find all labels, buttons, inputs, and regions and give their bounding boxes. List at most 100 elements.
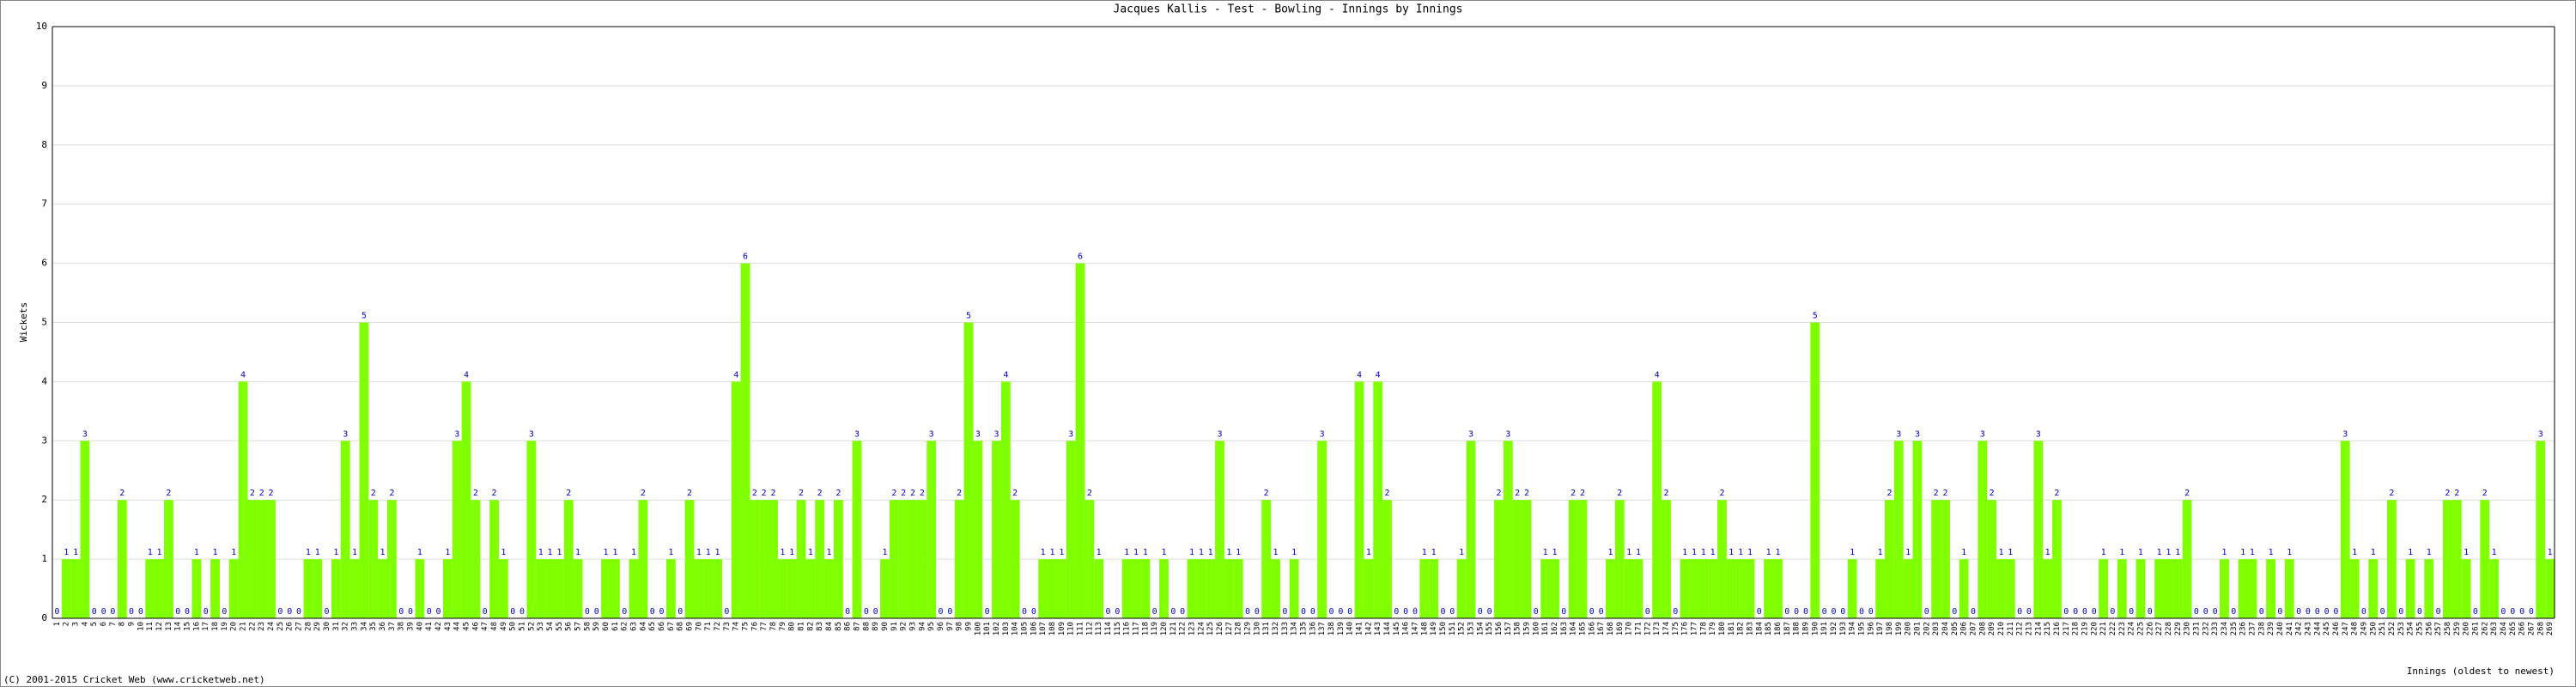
bar [684, 500, 695, 618]
x-tick-label: 172 [1643, 622, 1652, 635]
data-label: 2 [1264, 489, 1269, 498]
y-tick-label: 1 [41, 553, 47, 564]
bar [973, 441, 983, 618]
bar [796, 500, 806, 618]
data-label: 1 [1961, 548, 1966, 557]
data-label: 1 [157, 548, 162, 557]
bar [461, 381, 471, 618]
data-label: 0 [1347, 607, 1352, 617]
x-tick-label: 111 [1077, 622, 1085, 635]
data-label: 3 [343, 429, 348, 439]
data-label: 0 [845, 607, 850, 617]
data-label: 0 [1301, 607, 1306, 617]
bar [638, 500, 648, 618]
y-tick-label: 10 [36, 21, 47, 32]
data-label: 1 [1878, 548, 1883, 557]
bar [1224, 559, 1234, 618]
data-label: 1 [1199, 548, 1204, 557]
x-tick-label: 38 [398, 622, 406, 631]
bar [787, 559, 797, 618]
bar [1773, 559, 1783, 618]
bar [145, 559, 155, 618]
data-label: 1 [231, 548, 236, 557]
x-tick-label: 80 [788, 622, 797, 631]
x-tick-label: 183 [1746, 622, 1754, 635]
x-tick-label: 24 [267, 622, 276, 631]
x-tick-label: 52 [527, 622, 536, 631]
x-tick-label: 201 [1913, 622, 1922, 635]
data-label: 2 [817, 489, 823, 498]
data-label: 0 [622, 607, 627, 617]
data-label: 0 [2333, 607, 2338, 617]
x-tick-label: 13 [165, 622, 173, 631]
data-label: 4 [464, 370, 469, 380]
data-label: 0 [1784, 607, 1789, 617]
data-label: 2 [1496, 489, 1501, 498]
x-tick-label: 16 [192, 622, 201, 631]
data-label: 0 [2315, 607, 2320, 617]
data-label: 3 [1505, 429, 1510, 439]
x-tick-label: 56 [565, 622, 574, 631]
bar [1550, 559, 1559, 618]
bar [1996, 559, 2006, 618]
x-tick-label: 193 [1839, 622, 1848, 635]
x-tick-label: 217 [2063, 622, 2071, 635]
bar [2340, 441, 2350, 618]
data-label: 2 [2184, 489, 2190, 498]
x-tick-label: 222 [2109, 622, 2117, 635]
x-tick-label: 182 [1737, 622, 1746, 635]
data-label: 1 [1636, 548, 1641, 557]
data-label: 3 [454, 429, 459, 439]
x-tick-label: 44 [453, 622, 462, 631]
data-label: 0 [2063, 607, 2069, 617]
data-label: 1 [1273, 548, 1278, 557]
x-tick-label: 257 [2434, 622, 2443, 635]
bar [155, 559, 164, 618]
x-tick-label: 162 [1551, 622, 1559, 635]
x-tick-label: 100 [974, 622, 982, 635]
data-label: 2 [771, 489, 776, 498]
x-tick-label: 264 [2500, 622, 2508, 635]
bar [1159, 559, 1169, 618]
bar [1066, 441, 1076, 618]
x-tick-label: 126 [1216, 622, 1224, 635]
bar [340, 441, 350, 618]
x-tick-label: 28 [304, 622, 313, 631]
x-tick-label: 107 [1039, 622, 1048, 635]
bar [536, 559, 546, 618]
data-label: 1 [1124, 548, 1129, 557]
data-label: 3 [82, 429, 88, 439]
x-tick-label: 179 [1709, 622, 1717, 635]
bar [1708, 559, 1718, 618]
data-label: 0 [1673, 607, 1678, 617]
x-tick-label: 226 [2146, 622, 2154, 635]
x-tick-label: 266 [2518, 622, 2527, 635]
x-tick-label: 72 [714, 622, 722, 631]
y-tick-label: 5 [41, 317, 47, 328]
data-label: 4 [733, 370, 738, 380]
data-label: 1 [1850, 548, 1855, 557]
data-label: 0 [1599, 607, 1604, 617]
x-tick-label: 63 [630, 622, 639, 631]
data-label: 1 [1143, 548, 1148, 557]
x-tick-label: 14 [174, 622, 183, 631]
x-tick-label: 194 [1849, 622, 1857, 635]
data-label: 1 [2045, 548, 2050, 557]
data-label: 1 [780, 548, 785, 557]
x-tick-label: 263 [2490, 622, 2499, 635]
x-tick-label: 19 [221, 622, 229, 631]
data-label: 0 [1534, 607, 1539, 617]
data-label: 1 [380, 548, 386, 557]
x-tick-label: 124 [1197, 622, 1206, 635]
x-tick-label: 197 [1876, 622, 1885, 635]
data-label: 0 [2092, 607, 2097, 617]
x-tick-label: 164 [1570, 622, 1578, 635]
bar [61, 559, 71, 618]
x-tick-label: 58 [583, 622, 592, 631]
data-label: 0 [2203, 607, 2208, 617]
data-label: 0 [1952, 607, 1957, 617]
data-label: 0 [1645, 607, 1650, 617]
data-label: 0 [1831, 607, 1836, 617]
x-tick-label: 241 [2286, 622, 2294, 635]
data-label: 0 [2110, 607, 2115, 617]
